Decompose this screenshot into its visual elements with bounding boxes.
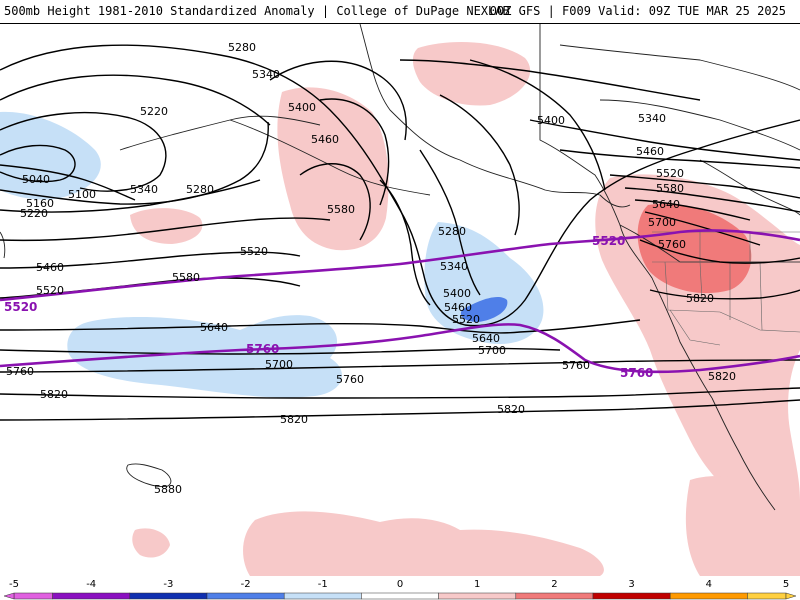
legend-tick-label: 3: [628, 579, 634, 590]
legend-tick-label: -4: [86, 579, 96, 590]
contour-label: 5220: [20, 207, 48, 220]
contour-label: 5400: [537, 114, 565, 127]
contour-label: 5820: [40, 388, 68, 401]
contour-label: 5580: [327, 203, 355, 216]
legend-swatch: [747, 592, 787, 600]
negative-anomaly-south: [67, 315, 342, 398]
legend-swatch: [206, 592, 285, 600]
positive-anomaly-north: [412, 42, 531, 106]
positive-anomaly-core: [637, 203, 752, 294]
contour-label: 5460: [36, 261, 64, 274]
positive-anomaly-sw1: [243, 511, 604, 576]
highlight-contour-label: 5520: [592, 234, 625, 248]
contour-label: 5700: [478, 344, 506, 357]
contour-label: 5700: [265, 358, 293, 371]
contour-label: 5100: [68, 188, 96, 201]
legend-tick-label: -5: [9, 579, 19, 590]
legend-swatch: [52, 592, 131, 600]
contour-label: 5280: [228, 41, 256, 54]
contour-label: 5520: [656, 167, 684, 180]
title-bar: 500mb Height 1981-2010 Standardized Anom…: [0, 0, 800, 24]
map-title: 500mb Height 1981-2010 Standardized Anom…: [4, 4, 510, 18]
contour-label: 5460: [444, 301, 472, 314]
highlight-contours: [0, 229, 800, 374]
legend-swatch: [438, 592, 517, 600]
legend-tick-label: 1: [474, 579, 480, 590]
contour-labels: 5280 5340 5220 5400 5460 5040 5100 5160 …: [6, 41, 736, 496]
contour-label: 5520: [36, 284, 64, 297]
legend-tick-label: 2: [551, 579, 557, 590]
contour-label: 5460: [311, 133, 339, 146]
contour-label: 5640: [652, 198, 680, 211]
model-run-info: 00Z GFS | F009 Valid: 09Z TUE MAR 25 202…: [489, 4, 786, 18]
color-scale-legend: -5 -4 -3 -2 -1 0 1 2 3 4 5: [0, 576, 800, 600]
highlight-contour-label: 5520: [4, 300, 37, 314]
legend-tick-label: -2: [241, 579, 251, 590]
positive-anomaly-ridge: [277, 87, 389, 251]
contour-label: 5400: [288, 101, 316, 114]
positive-anomaly-se: [685, 476, 800, 576]
contour-label: 5580: [656, 182, 684, 195]
legend-tick-label: -3: [163, 579, 173, 590]
contour-label: 5400: [443, 287, 471, 300]
contour-label: 5880: [154, 483, 182, 496]
highlight-contour-label: 5760: [246, 342, 279, 356]
contour-label: 5640: [200, 321, 228, 334]
contour-label: 5820: [280, 413, 308, 426]
contour-label: 5040: [22, 173, 50, 186]
contour-label: 5700: [648, 216, 676, 229]
contour-label: 5340: [638, 112, 666, 125]
contour-label: 5760: [6, 365, 34, 378]
contour-label: 5640: [472, 332, 500, 345]
contour-label: 5580: [172, 271, 200, 284]
contour-label: 5760: [336, 373, 364, 386]
contour-label: 5820: [708, 370, 736, 383]
contour-label: 5520: [240, 245, 268, 258]
contour-label: 5340: [252, 68, 280, 81]
contour-label: 5280: [438, 225, 466, 238]
legend-tick-label: 0: [397, 579, 403, 590]
positive-anomaly-sw2: [132, 528, 170, 558]
contour-label: 5280: [186, 183, 214, 196]
contour-label: 5820: [497, 403, 525, 416]
negative-anomaly-central: [424, 222, 544, 344]
weather-map: 5280 5340 5220 5400 5460 5040 5100 5160 …: [0, 24, 800, 576]
negative-anomaly-core: [460, 297, 508, 322]
legend-tick-label: 5: [783, 579, 789, 590]
anomaly-shading: [0, 42, 800, 576]
legend-swatch: [669, 592, 748, 600]
legend-swatch: [129, 592, 208, 600]
positive-anomaly-small: [130, 208, 203, 244]
contour-label: 5340: [440, 260, 468, 273]
height-contours: [0, 44, 800, 421]
contour-label: 5760: [658, 238, 686, 251]
contour-label: 5760: [562, 359, 590, 372]
legend-arrow-left: [3, 592, 15, 600]
contour-label: 5340: [130, 183, 158, 196]
contour-label: 5820: [686, 292, 714, 305]
legend-tick-label: 4: [706, 579, 712, 590]
legend-arrow-right: [785, 592, 797, 600]
contour-label: 5520: [452, 313, 480, 326]
legend-tick-label: -1: [318, 579, 328, 590]
legend-swatch: [361, 592, 439, 600]
legend-swatch: [592, 592, 671, 600]
contour-label: 5220: [140, 105, 168, 118]
legend-swatch: [515, 592, 594, 600]
highlight-labels: 5520 5520 5760 5760: [4, 234, 653, 380]
legend-swatch: [13, 592, 53, 600]
contour-label: 5160: [26, 197, 54, 210]
contour-label: 5460: [636, 145, 664, 158]
legend-swatch: [283, 592, 362, 600]
highlight-contour-label: 5760: [620, 366, 653, 380]
